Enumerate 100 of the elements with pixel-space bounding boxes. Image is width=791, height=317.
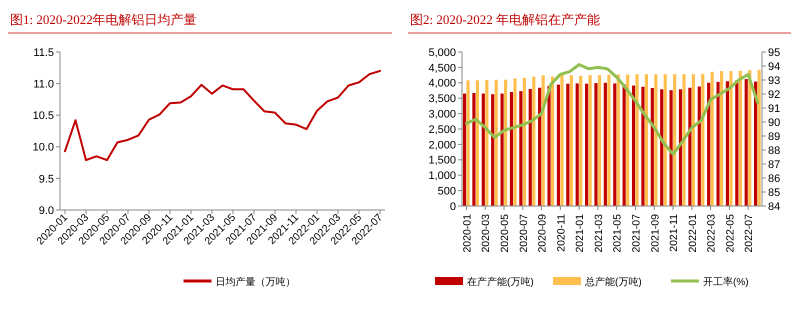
bar [626, 74, 630, 206]
bar [644, 74, 648, 206]
y2-tick-label: 88 [768, 144, 780, 157]
bar [607, 74, 610, 206]
bar [678, 89, 682, 206]
bar [729, 71, 733, 206]
x-tick-label: 2021-01 [574, 214, 586, 253]
bar [500, 94, 504, 206]
bar [513, 78, 517, 206]
y-tick-label: 4,500 [428, 62, 456, 74]
bar [682, 74, 686, 206]
y2-tick-label: 86 [768, 172, 780, 185]
bar [576, 83, 579, 206]
y-tick-label: 2,000 [428, 139, 456, 152]
bar [494, 80, 498, 206]
x-tick-label: 2022-05 [724, 214, 736, 253]
x-tick-label: 2021-11 [668, 214, 680, 252]
bar [594, 83, 598, 206]
x-tick-label: 2021-05 [612, 214, 624, 253]
bar [720, 71, 724, 206]
bar [744, 79, 748, 206]
bar [716, 82, 720, 206]
bar [650, 88, 654, 206]
bar [588, 75, 592, 206]
legend-label: 开工率(%) [703, 276, 749, 288]
bar [632, 86, 636, 206]
y-tick-label: 0 [450, 200, 456, 213]
x-tick-label: 2020-05 [499, 214, 512, 253]
x-tick-label: 2020-07 [518, 214, 530, 253]
y-tick-label: 10.0 [32, 142, 54, 154]
legend-label: 日均产量（万吨） [216, 276, 296, 288]
bar [613, 83, 616, 206]
x-tick-label: 2022-07 [743, 214, 756, 253]
x-tick-label: 2020-09 [536, 214, 549, 253]
bar [673, 74, 676, 206]
bar [485, 80, 488, 206]
bar [550, 76, 554, 206]
bar [660, 89, 664, 206]
bar [532, 76, 536, 206]
y2-tick-label: 94 [768, 60, 780, 73]
bar [701, 74, 704, 206]
x-tick-label: 2020-11 [555, 214, 568, 252]
y-tick-label: 9.0 [38, 204, 54, 217]
bar [522, 78, 526, 206]
bar [560, 74, 564, 206]
x-tick-label: 2021-03 [592, 214, 605, 253]
x-tick-label: 2020-01 [461, 214, 474, 253]
bar [504, 80, 508, 206]
y2-tick-label: 90 [768, 116, 780, 129]
y-tick-label: 1,500 [428, 154, 456, 167]
y-tick-label: 1,000 [428, 170, 456, 182]
y-tick-label: 3,000 [428, 108, 456, 120]
bar [688, 88, 692, 206]
x-tick-label: 2022-03 [706, 214, 718, 253]
bar [641, 86, 645, 206]
bar [710, 72, 714, 206]
bar [510, 92, 514, 206]
bar [748, 70, 752, 206]
y-tick-label: 4,000 [428, 78, 456, 90]
bar [466, 80, 470, 206]
bar [472, 92, 476, 206]
y2-tick-label: 87 [768, 158, 780, 171]
chart-title: 图1: 2020-2022年电解铝日均产量 [10, 12, 197, 27]
bar [726, 81, 730, 206]
y-tick-label: 10.5 [32, 110, 54, 122]
bar [738, 70, 742, 206]
bar [476, 80, 480, 206]
y-tick-label: 500 [438, 185, 456, 198]
bar [692, 74, 695, 206]
x-tick-label: 2022-01 [686, 214, 699, 253]
bar [579, 76, 582, 206]
bar [528, 88, 532, 206]
bar [670, 90, 673, 206]
y-tick-label: 3,500 [428, 93, 456, 106]
y-tick-label: 2,500 [428, 124, 456, 136]
chart-title: 图2: 2020-2022 年电解铝在产产能 [410, 12, 600, 27]
legend-label: 总产能(万吨) [584, 276, 642, 288]
y2-tick-label: 89 [768, 130, 780, 143]
bar [598, 75, 602, 206]
bar [735, 80, 738, 206]
y2-tick-label: 95 [768, 46, 780, 59]
y2-tick-label: 84 [768, 200, 780, 213]
y-tick-label: 11.5 [33, 46, 54, 59]
bar [482, 94, 485, 206]
y-tick-label: 11.0 [33, 78, 54, 90]
line-series [64, 70, 382, 162]
bar [566, 84, 570, 206]
y2-tick-label: 91 [768, 102, 780, 115]
bar [604, 82, 607, 206]
bar [616, 74, 620, 206]
bar [462, 94, 466, 206]
bar [491, 94, 494, 206]
bar [635, 74, 639, 206]
y2-tick-label: 85 [768, 186, 780, 199]
bar [622, 84, 626, 206]
y-tick-label: 5,000 [428, 46, 456, 59]
bar [664, 74, 667, 206]
legend-label: 在产产能(万吨) [467, 276, 534, 288]
bar [570, 75, 573, 206]
y2-tick-label: 93 [768, 74, 780, 87]
